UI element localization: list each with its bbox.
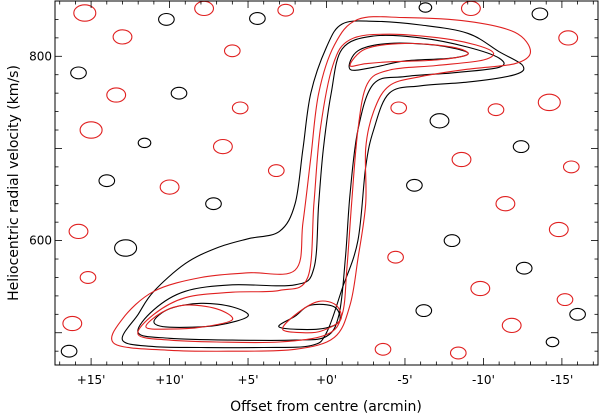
noise-blob: [443, 234, 461, 248]
noise-blob: [205, 197, 222, 211]
model-contour-4: [349, 42, 469, 67]
noise-blob: [460, 0, 481, 17]
noise-blob: [231, 101, 249, 115]
y-axis-label: Heliocentric radial velocity (km/s): [6, 65, 22, 301]
noise-blob: [70, 66, 87, 80]
noise-blob: [390, 101, 408, 115]
noise-blob: [515, 261, 533, 275]
noise-blob: [558, 30, 579, 46]
noise-blob: [137, 137, 152, 149]
noise-blob: [223, 44, 241, 58]
noise-blob: [158, 12, 175, 26]
model-contour-1: [137, 33, 495, 344]
noise-blob: [562, 160, 580, 174]
x-axis-label: Offset from centre (arcmin): [230, 399, 422, 415]
contour-layer: [111, 16, 532, 352]
noise-blob: [418, 2, 433, 13]
x-tick-label: +0': [316, 373, 337, 387]
observed-contour-2: [153, 302, 249, 328]
noise-blob: [387, 250, 404, 264]
noise-blob: [194, 0, 215, 17]
noise-blob: [374, 342, 392, 356]
noise-blob: [470, 280, 491, 297]
plot-frame: [54, 0, 599, 366]
noise-blob: [212, 138, 233, 155]
noise-blob: [487, 103, 505, 117]
noise-blob: [159, 179, 180, 195]
noise-blob: [79, 271, 97, 284]
noise-blob: [62, 315, 83, 332]
noise-blob: [79, 121, 103, 139]
noise-blob: [112, 29, 133, 45]
y-axis-ticks: 600 800: [29, 0, 598, 352]
noise-blob: [114, 239, 138, 257]
model-contour-0: [111, 16, 532, 352]
x-tick-label: -5': [397, 373, 412, 387]
y-tick-label: 600: [29, 234, 52, 248]
noise-blob: [451, 151, 472, 168]
x-tick-label: +5': [238, 373, 259, 387]
noise-blob: [531, 7, 549, 21]
noise-blob: [106, 87, 127, 103]
noise-blob: [501, 317, 522, 334]
noise-blob: [569, 307, 586, 321]
noise-blob: [98, 174, 116, 188]
x-tick-label: +10': [155, 373, 184, 387]
model-contour-3: [282, 300, 342, 334]
noise-blob: [512, 140, 530, 154]
noise-blob: [537, 93, 561, 112]
noise-blob: [406, 178, 423, 192]
noise-blob: [556, 293, 574, 307]
noise-blob: [495, 196, 516, 212]
noise-blob: [415, 304, 433, 318]
x-tick-label: +15': [77, 373, 106, 387]
observed-contour-3: [278, 303, 341, 331]
noise-contour-layer: [60, 0, 586, 360]
noise-blob: [60, 344, 78, 358]
noise-blob: [68, 223, 89, 240]
noise-blob: [277, 3, 295, 17]
x-tick-label: -15': [550, 373, 573, 387]
y-tick-label: 800: [29, 49, 52, 63]
noise-blob: [170, 86, 188, 100]
model-contour-2: [145, 304, 234, 330]
noise-blob: [449, 346, 467, 360]
noise-blob: [548, 221, 569, 238]
noise-blob: [249, 12, 266, 25]
noise-blob: [545, 336, 560, 348]
observed-contour-0: [121, 20, 525, 349]
x-tick-label: -10': [472, 373, 495, 387]
x-axis-ticks: +15' +10' +5' +0' -5' -10' -15': [59, 1, 594, 387]
noise-blob: [429, 113, 450, 129]
noise-blob: [73, 4, 97, 22]
noise-blob: [267, 164, 285, 178]
